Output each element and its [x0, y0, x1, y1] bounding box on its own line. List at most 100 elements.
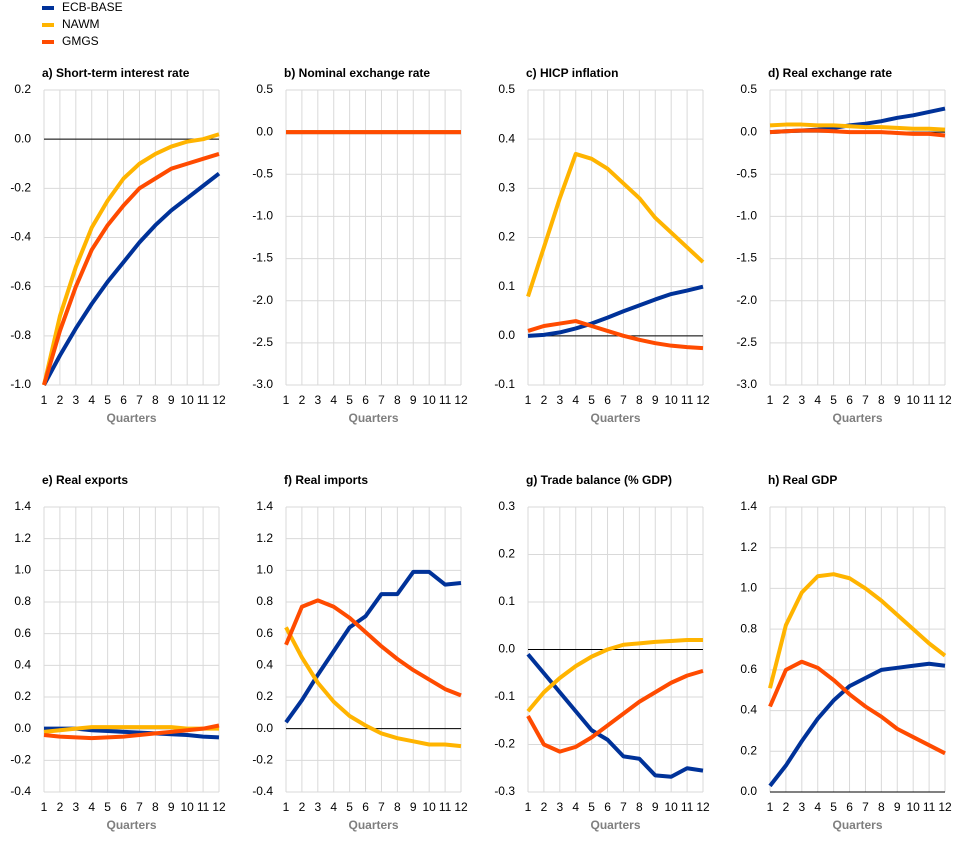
y-tick-label: 0.8: [14, 594, 31, 608]
x-tick-label: 10: [423, 393, 437, 407]
x-tick-label: 3: [798, 800, 805, 814]
x-tick-label: 11: [681, 800, 694, 814]
series-line: [768, 661, 946, 788]
y-tick-label: -0.4: [252, 784, 273, 798]
y-tick-label: 0.2: [14, 82, 31, 96]
y-tick-label: -0.8: [10, 328, 31, 342]
x-tick-label: 11: [439, 393, 452, 407]
x-tick-label: 7: [620, 393, 627, 407]
y-tick-label: 0.0: [498, 642, 515, 656]
y-tick-label: 1.2: [740, 540, 757, 554]
x-tick-label: 6: [604, 393, 611, 407]
x-tick-label: 10: [665, 393, 679, 407]
x-tick-label: 12: [454, 393, 468, 407]
y-tick-label: -1.0: [736, 209, 757, 223]
x-tick-label: 6: [362, 800, 369, 814]
x-tick-label: 3: [314, 393, 321, 407]
x-tick-label: 2: [783, 800, 790, 814]
series-line: [42, 132, 220, 386]
x-tick-label: 11: [923, 393, 936, 407]
series-line: [769, 122, 946, 132]
series-line: [527, 284, 704, 338]
y-tick-label: 1.2: [256, 531, 273, 545]
x-tick-label: 11: [197, 393, 210, 407]
series-line: [526, 638, 703, 713]
y-tick-label: 0.4: [256, 658, 273, 672]
x-tick-label: 5: [346, 800, 353, 814]
x-tick-label: 8: [394, 393, 401, 407]
x-tick-label: 3: [72, 393, 79, 407]
x-axis-label: Quarters: [832, 411, 882, 425]
x-tick-label: 11: [197, 800, 210, 814]
series-line: [42, 152, 220, 386]
x-axis-label: Quarters: [106, 411, 156, 425]
x-tick-label: 8: [152, 800, 159, 814]
x-tick-label: 10: [665, 800, 679, 814]
x-tick-label: 11: [439, 800, 452, 814]
x-tick-label: 4: [814, 393, 821, 407]
y-tick-label: -1.0: [252, 209, 273, 223]
x-axis-label: Quarters: [348, 818, 398, 832]
y-tick-label: 0.6: [14, 626, 31, 640]
y-tick-label: 0.4: [498, 131, 515, 145]
y-tick-label: -0.6: [10, 279, 31, 293]
y-tick-label: -2.5: [736, 335, 757, 349]
series-line: [768, 572, 947, 689]
y-tick-label: 0.6: [256, 626, 273, 640]
y-tick-label: -0.2: [252, 753, 273, 767]
x-axis-label: Quarters: [106, 818, 156, 832]
y-tick-label: 0.3: [498, 181, 515, 195]
y-tick-label: 0.0: [498, 328, 515, 342]
x-tick-label: 4: [330, 393, 337, 407]
panel-title: g) Trade balance (% GDP): [526, 473, 672, 487]
x-tick-label: 2: [541, 393, 548, 407]
x-axis-label: Quarters: [590, 411, 640, 425]
x-tick-label: 10: [181, 800, 195, 814]
x-tick-label: 7: [620, 800, 627, 814]
x-tick-label: 9: [168, 393, 175, 407]
y-tick-label: -1.5: [736, 251, 757, 265]
y-tick-label: 0.2: [256, 689, 273, 703]
y-tick-label: 0.4: [740, 703, 757, 717]
series-line: [42, 171, 221, 386]
x-tick-label: 7: [378, 393, 385, 407]
x-tick-label: 9: [410, 800, 417, 814]
y-tick-label: -1.0: [10, 377, 31, 391]
y-tick-label: 0.4: [14, 658, 31, 672]
x-tick-label: 10: [181, 393, 195, 407]
x-tick-label: 3: [314, 800, 321, 814]
y-tick-label: 0.2: [498, 547, 515, 561]
y-tick-label: 0.0: [14, 721, 31, 735]
x-tick-label: 3: [556, 800, 563, 814]
x-tick-label: 8: [394, 800, 401, 814]
x-tick-label: 9: [894, 393, 901, 407]
x-tick-label: 12: [696, 800, 710, 814]
x-axis-label: Quarters: [832, 818, 882, 832]
y-tick-label: -1.5: [252, 251, 273, 265]
y-tick-label: -0.2: [494, 737, 515, 751]
y-tick-label: 0.8: [740, 621, 757, 635]
y-tick-label: -3.0: [736, 377, 757, 391]
y-tick-label: 0.0: [740, 124, 757, 138]
y-tick-label: 0.3: [498, 499, 515, 513]
y-tick-label: 0.5: [256, 82, 273, 96]
series-line: [284, 598, 462, 698]
x-tick-label: 1: [283, 800, 290, 814]
x-tick-label: 5: [104, 800, 111, 814]
x-tick-label: 1: [767, 393, 774, 407]
x-tick-label: 9: [652, 393, 659, 407]
x-tick-label: 12: [938, 800, 952, 814]
x-tick-label: 5: [104, 393, 111, 407]
x-tick-label: 4: [88, 800, 95, 814]
x-tick-label: 6: [120, 800, 127, 814]
x-tick-label: 3: [72, 800, 79, 814]
x-tick-label: 12: [696, 393, 710, 407]
x-axis-label: Quarters: [590, 818, 640, 832]
series-line: [526, 668, 704, 754]
series-line: [284, 626, 462, 749]
x-tick-label: 6: [120, 393, 127, 407]
series-line: [43, 723, 220, 741]
x-tick-label: 4: [814, 800, 821, 814]
legend-label: ECB-BASE: [62, 0, 123, 14]
